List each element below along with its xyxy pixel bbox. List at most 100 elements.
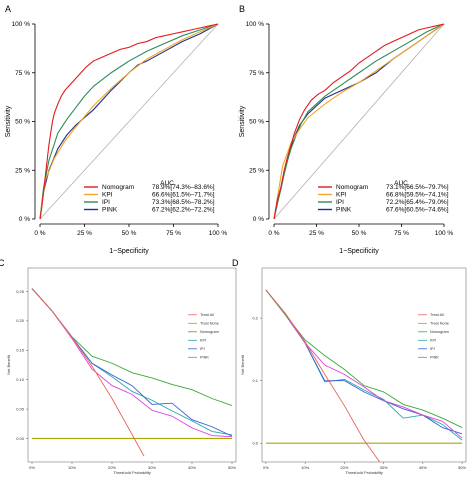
legend-name: KPI (336, 192, 347, 199)
x-tick-label: 40% (419, 465, 427, 470)
y-tick-label: 100 % (246, 21, 265, 28)
x-tick-label: 50% (228, 465, 236, 470)
y-tick-label: 0.15 (16, 348, 25, 353)
y-tick-label: 0 % (19, 216, 30, 223)
y-tick-label: 50 % (249, 119, 264, 126)
x-tick-label: 0% (263, 465, 269, 470)
x-tick-label: 10% (301, 465, 309, 470)
y-tick-label: 25 % (15, 167, 30, 174)
x-tick-label: 0 % (34, 230, 45, 237)
x-axis-title: Threshold Probability (345, 470, 383, 475)
legend-name: IPI (336, 199, 344, 206)
y-tick-label: 0.05 (16, 406, 25, 411)
y-axis-title: Sensitivity (5, 105, 12, 137)
roc-curve-nomogram (273, 23, 445, 220)
legend-auc: 73.3%[68.5%–78.2%] (152, 199, 215, 206)
y-axis-title: Sensitivity (239, 105, 246, 137)
plot-frame (261, 267, 467, 463)
legend-name: PINK (430, 356, 439, 360)
roc-curve-ipi (273, 23, 445, 220)
legend-name: Treat None (430, 322, 449, 326)
roc-curve-kpi (39, 23, 219, 220)
legend-name: Nomogram (102, 184, 134, 191)
panel-label: A (5, 4, 11, 14)
x-tick-label: 75 % (166, 230, 181, 237)
legend-name: IPI (200, 347, 205, 351)
x-tick-label: 20% (340, 465, 348, 470)
legend-name: PINK (336, 207, 352, 214)
plot-frame (27, 267, 237, 463)
panel-label: D (232, 258, 239, 268)
legend-auc: 66.6%[61.5%–71.7%] (152, 192, 215, 199)
legend-name: Nomogram (430, 330, 449, 334)
x-tick-label: 30% (380, 465, 388, 470)
x-axis-title: 1−Specificity (339, 248, 379, 255)
x-axis-title: Threshold Probability (113, 470, 151, 475)
legend-name: KPI (102, 192, 113, 199)
y-axis-title: Net Benefit (240, 354, 245, 375)
legend-auc: 72.2%[65.4%–79.0%] (386, 199, 449, 206)
panel-label: C (0, 258, 5, 268)
legend-name: KPI (200, 339, 206, 343)
x-tick-label: 0% (29, 465, 35, 470)
reference-diagonal (39, 23, 219, 220)
roc-panel-b: B 0 % 25 % 50 % 75 % 100 % 0 % 25 % 50 % 75 % 100 … (239, 4, 453, 255)
legend-name: Nomogram (336, 184, 368, 191)
x-tick-label: 20% (108, 465, 116, 470)
x-axis-title: 1−Specificity (109, 248, 149, 255)
y-tick-label: 0.0 (252, 441, 258, 446)
dca-curve-ipi (265, 289, 463, 435)
y-tick-label: 75 % (249, 70, 264, 77)
legend-auc: 67.2%[62.2%–72.2%] (152, 207, 215, 214)
x-tick-label: 50 % (352, 230, 367, 237)
roc-panel-a: A 0 % 25 % 50 % 75 % 100 % 0 % 25 % 50 % 75 % 100 … (5, 4, 227, 255)
legend-name: Treat All (430, 313, 444, 317)
y-tick-label: 0.2 (252, 315, 258, 320)
y-tick-label: 0 % (253, 216, 264, 223)
x-tick-label: 100 % (435, 230, 454, 237)
y-tick-label: 0.20 (16, 318, 25, 323)
y-tick-label: 0.10 (16, 377, 25, 382)
y-tick-label: 0.1 (252, 378, 258, 383)
x-tick-label: 25 % (309, 230, 324, 237)
y-tick-label: 25 % (249, 167, 264, 174)
dca-curve-nomogram (265, 289, 463, 428)
legend-name: PINK (102, 207, 118, 214)
y-tick-label: 75 % (15, 70, 30, 77)
y-tick-label: 0.00 (16, 436, 25, 441)
panel-label: B (239, 4, 245, 14)
legend-auc: 78.9%[74.3%–83.6%] (152, 184, 215, 191)
legend-header: AUC (394, 180, 408, 187)
x-tick-label: 75 % (394, 230, 409, 237)
legend-auc: 66.8%[59.5%–74.1%] (386, 192, 449, 199)
legend-name: Treat None (200, 322, 219, 326)
roc-curve-ipi (39, 23, 219, 220)
x-tick-label: 50% (458, 465, 466, 470)
x-tick-label: 10% (68, 465, 76, 470)
dca-curve-ipi (31, 288, 233, 437)
y-tick-label: 0.25 (16, 289, 25, 294)
legend-name: IPI (430, 347, 435, 351)
dca-curve-treat-all (265, 289, 381, 462)
legend-name: IPI (102, 199, 110, 206)
roc-curve-nomogram (39, 23, 219, 220)
dca-curve-treat-all (31, 288, 145, 457)
x-tick-label: 40% (188, 465, 196, 470)
y-tick-label: 50 % (15, 119, 30, 126)
reference-diagonal (273, 23, 445, 220)
x-tick-label: 25 % (77, 230, 92, 237)
legend-auc: 67.6%[60.5%–74.6%] (386, 207, 449, 214)
dca-panel-d: D 0% 10% 20% 30% 40% 50% 0.0 0.1 0.2 Threshold Pro… (232, 258, 467, 475)
x-tick-label: 50 % (122, 230, 137, 237)
x-tick-label: 100 % (209, 230, 228, 237)
legend-name: Treat All (200, 313, 214, 317)
dca-curve-kpi (31, 288, 233, 436)
x-tick-label: 0 % (268, 230, 279, 237)
legend-name: PINK (200, 356, 209, 360)
y-tick-label: 100 % (12, 21, 31, 28)
dca-panel-c: C 0% 10% 20% 30% 40% 50% 0.00 0.05 0.10 0.15 0.20 0.… (0, 258, 236, 475)
legend-auc: 73.1%[66.5%–79.7%] (386, 184, 449, 191)
legend-header: AUC (160, 180, 174, 187)
x-tick-label: 30% (148, 465, 156, 470)
